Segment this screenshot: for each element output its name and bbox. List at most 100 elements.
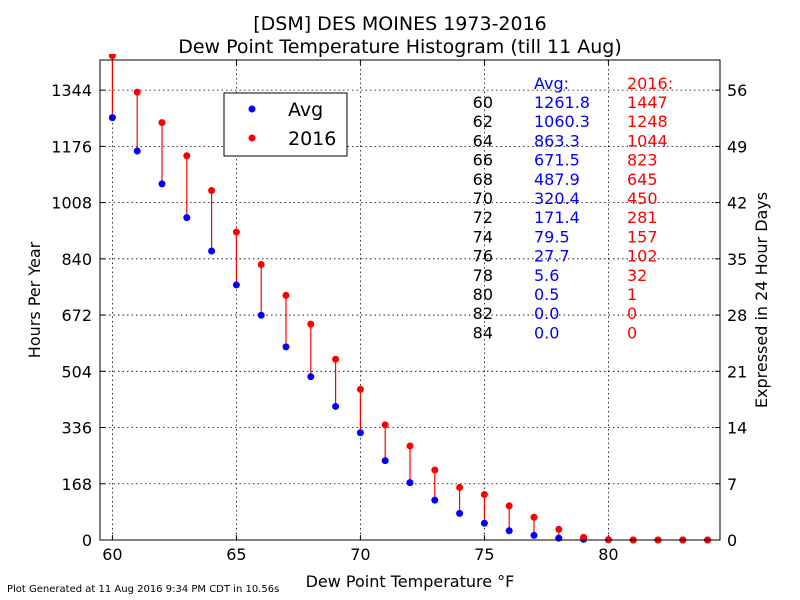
y-right-tick-label: 21 [727, 362, 747, 381]
y-right-tick-label: 28 [727, 306, 747, 325]
table-2016-value: 1248 [627, 112, 668, 131]
y2016-point [307, 320, 315, 328]
y2016-point [406, 442, 414, 450]
avg-point [530, 531, 538, 539]
avg-point [232, 281, 240, 289]
table-avg-value: 5.6 [534, 266, 559, 285]
y2016-point [183, 152, 191, 160]
table-2016-value: 0 [627, 304, 637, 323]
table-avg-value: 863.3 [534, 131, 580, 150]
y2016-point [232, 228, 240, 236]
y-right-tick-label: 0 [727, 531, 737, 550]
y-tick-label: 1176 [51, 137, 92, 156]
table-temp: 82 [473, 304, 493, 323]
avg-point [108, 114, 116, 122]
table-avg-value: 671.5 [534, 151, 580, 170]
legend-2016-marker [248, 134, 256, 142]
table-temp: 66 [473, 151, 493, 170]
table-avg-value: 0.0 [534, 304, 559, 323]
y-tick-label: 0 [82, 531, 92, 550]
y2016-point [555, 525, 563, 533]
y-right-tick-label: 7 [727, 475, 737, 494]
y-right-tick-label: 35 [727, 250, 747, 269]
table-temp: 80 [473, 285, 493, 304]
x-tick-label: 70 [350, 545, 370, 564]
table-temp: 60 [473, 93, 493, 112]
avg-point [456, 509, 464, 517]
y-tick-label: 1344 [51, 81, 92, 100]
table-2016-value: 645 [627, 170, 658, 189]
table-avg-value: 171.4 [534, 208, 580, 227]
table-2016-value: 102 [627, 247, 658, 266]
avg-point [480, 519, 488, 527]
y2016-point [257, 261, 265, 269]
table-temp: 68 [473, 170, 493, 189]
y2016-point [431, 466, 439, 474]
chart-title-line1: [DSM] DES MOINES 1973-2016 [253, 13, 547, 35]
y-right-tick-label: 14 [727, 419, 747, 438]
plot-frame [99, 59, 721, 541]
table-2016-value: 32 [627, 266, 647, 285]
y2016-point [456, 483, 464, 491]
table-temp: 84 [473, 323, 493, 342]
avg-point [282, 343, 290, 351]
y-tick-label: 840 [61, 250, 92, 269]
legend-avg-marker [248, 105, 256, 113]
y-right-tick-label: 49 [727, 137, 747, 156]
table-header-2016: 2016: [627, 74, 673, 93]
avg-point [257, 311, 265, 319]
y2016-point [158, 119, 166, 127]
table-2016-value: 157 [627, 227, 658, 246]
table-2016-value: 0 [627, 323, 637, 342]
table-2016-value: 1447 [627, 93, 668, 112]
table-temp: 72 [473, 208, 493, 227]
y-tick-label: 672 [61, 306, 92, 325]
table-2016-value: 1 [627, 285, 637, 304]
y-tick-label: 168 [61, 475, 92, 494]
x-tick-label: 60 [102, 545, 122, 564]
table-avg-value: 1060.3 [534, 112, 590, 131]
table-2016-value: 823 [627, 151, 658, 170]
y2016-point [208, 187, 216, 195]
y2016-point [480, 490, 488, 498]
table-temp: 64 [473, 131, 493, 150]
table-2016-value: 1044 [627, 131, 668, 150]
plot-marks [108, 54, 712, 544]
table-temp: 76 [473, 247, 493, 266]
avg-point [307, 373, 315, 381]
y2016-point [580, 533, 588, 541]
avg-point [183, 214, 191, 222]
legend-2016-label: 2016 [288, 128, 336, 150]
table-temp: 74 [473, 227, 493, 246]
x-tick-label: 65 [226, 545, 246, 564]
avg-point [381, 457, 389, 465]
table-avg-value: 487.9 [534, 170, 580, 189]
y2016-point [356, 385, 364, 393]
y-axis-label-right: Expressed in 24 Hour Days [752, 192, 771, 408]
y-right-tick-label: 56 [727, 81, 747, 100]
legend-avg-label: Avg [288, 99, 323, 121]
table-temp: 70 [473, 189, 493, 208]
y-tick-label: 1008 [51, 194, 92, 213]
table-2016-value: 281 [627, 208, 658, 227]
avg-point [505, 527, 513, 535]
avg-point [406, 479, 414, 487]
avg-point [431, 496, 439, 504]
table-avg-value: 0.0 [534, 323, 559, 342]
y-right-tick-label: 42 [727, 194, 747, 213]
avg-point [158, 180, 166, 188]
table-2016-value: 450 [627, 189, 658, 208]
x-tick-label: 75 [474, 545, 494, 564]
legend-box [223, 92, 348, 157]
y2016-point [282, 291, 290, 299]
avg-point [555, 534, 563, 542]
footer-generated-note: Plot Generated at 11 Aug 2016 9:34 PM CD… [7, 584, 280, 595]
table-avg-value: 27.7 [534, 247, 570, 266]
y-tick-label: 504 [61, 362, 92, 381]
x-tick-label: 80 [598, 545, 618, 564]
table-header-avg: Avg: [534, 74, 569, 93]
y-axis-label: Hours Per Year [25, 241, 44, 358]
table-avg-value: 1261.8 [534, 93, 590, 112]
table-avg-value: 0.5 [534, 285, 559, 304]
